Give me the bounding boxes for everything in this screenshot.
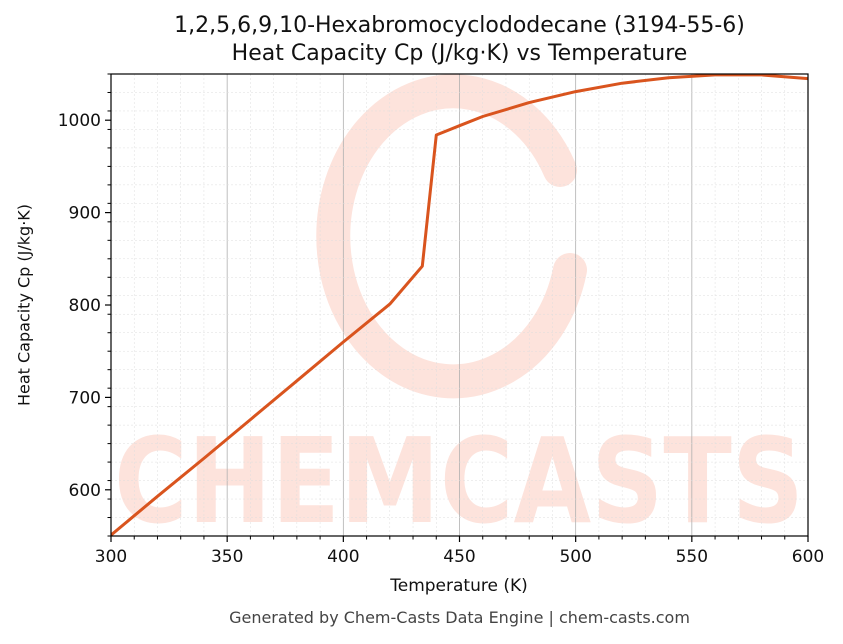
footer-credit: Generated by Chem-Casts Data Engine | ch… [229, 608, 690, 627]
x-tick-label: 300 [95, 547, 127, 567]
x-tick-label: 550 [676, 547, 708, 567]
chart-title-line2: Heat Capacity Cp (J/kg·K) vs Temperature [231, 41, 688, 66]
x-tick-label: 400 [327, 547, 359, 567]
y-tick-label: 600 [69, 481, 101, 501]
chart-title-line1: 1,2,5,6,9,10-Hexabromocyclododecane (319… [174, 13, 745, 38]
x-tick-label: 600 [792, 547, 824, 567]
grid-group [110, 73, 809, 537]
series-line-0 [111, 74, 808, 536]
watermark-text: CHEMCASTS [114, 412, 804, 550]
x-tick-label: 450 [443, 547, 475, 567]
x-tick-label: 350 [211, 547, 243, 567]
watermark-group: CHEMCASTS [114, 74, 804, 550]
y-tick-label: 900 [69, 204, 101, 224]
x-tick-label: 500 [559, 547, 591, 567]
y-tick-label: 800 [69, 296, 101, 316]
x-axis-title: Temperature (K) [390, 576, 528, 596]
y-tick-label: 700 [69, 388, 101, 408]
y-axis-title: Heat Capacity Cp (J/kg·K) [14, 203, 34, 407]
watermark-logo-icon [316, 74, 587, 399]
y-tick-label: 1000 [58, 111, 101, 131]
